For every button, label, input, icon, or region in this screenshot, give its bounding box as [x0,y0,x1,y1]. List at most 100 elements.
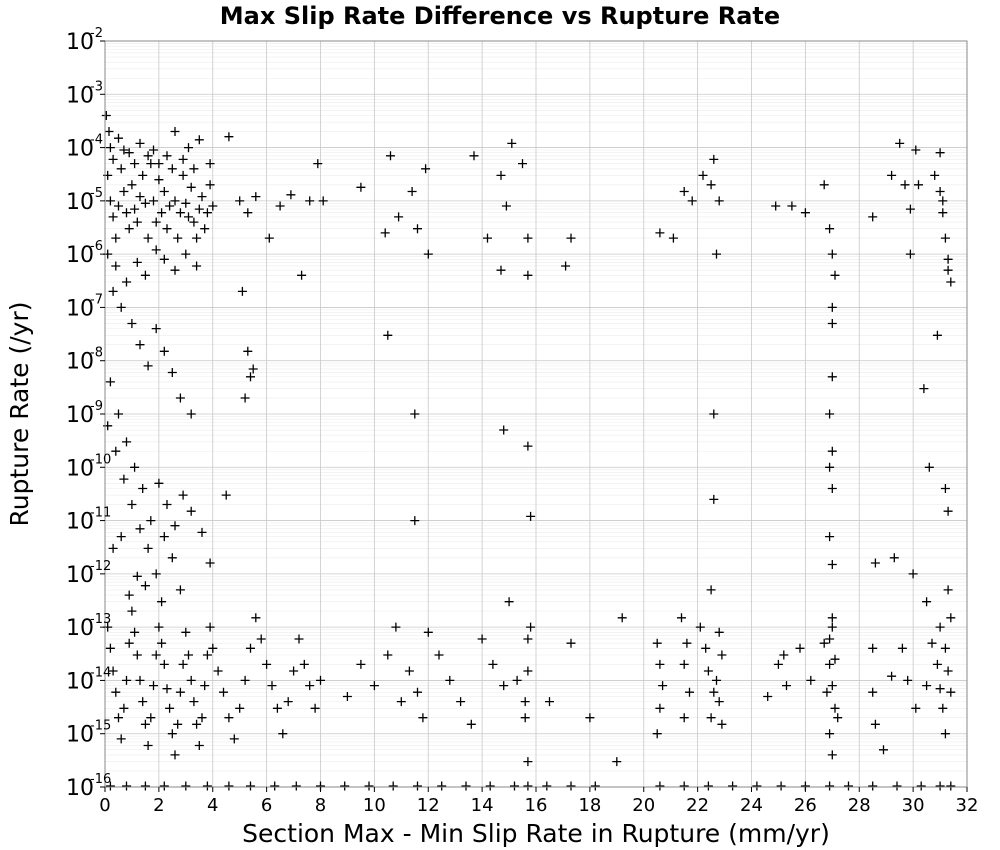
y-tick-label: 10-10 [66,452,111,481]
data-point [146,516,156,526]
data-point [105,143,115,153]
x-tick-label: 10 [363,795,386,816]
data-point [194,741,204,750]
x-tick-label: 4 [207,795,218,816]
data-point [523,781,533,791]
data-point [763,692,773,701]
data-point [140,198,150,208]
data-point [205,558,215,568]
data-point [159,532,169,542]
data-point [184,650,193,660]
data-point [943,666,953,676]
data-point [677,613,686,623]
y-tick-label: 10-13 [66,612,111,641]
data-point [868,212,878,222]
data-point [186,506,196,516]
data-point [655,659,665,669]
data-point [897,643,907,653]
x-tick-label: 2 [153,795,164,816]
data-point [800,208,810,218]
y-tick-exponent: -5 [90,186,103,201]
y-tick-exponent: -4 [90,133,103,148]
data-point [825,462,835,472]
data-point [566,781,576,791]
data-point [189,697,199,707]
data-point [922,597,932,607]
data-point [105,196,115,206]
data-point [159,187,169,196]
data-point [151,650,161,660]
data-point [181,627,191,637]
data-point [827,249,837,259]
data-point [175,393,185,403]
data-point [124,638,134,648]
data-point [496,170,506,180]
data-point [714,627,724,637]
data-point [879,745,888,755]
y-tick-label: 10-11 [66,506,111,535]
data-point [229,734,239,744]
data-point [825,659,835,669]
data-point [418,713,428,723]
data-point [523,441,533,451]
data-point [523,757,533,767]
data-point [251,192,261,202]
data-point [127,500,137,509]
y-tick-base: 10 [66,296,94,321]
data-point [773,659,783,669]
data-point [485,781,495,791]
data-point [413,781,422,791]
x-axis-label: Section Max - Min Slip Rate in Rupture (… [242,819,830,848]
data-point [146,159,156,169]
data-point [717,650,727,660]
y-tick-base: 10 [66,616,94,641]
data-point [943,585,953,595]
data-point [903,675,913,685]
data-point [752,781,762,791]
data-point [146,713,156,723]
data-point [806,675,816,685]
data-point [151,569,161,579]
data-point [167,368,177,377]
data-point [208,643,218,653]
data-point [868,687,878,697]
data-point [545,697,554,707]
data-point [655,781,665,791]
y-tick-exponent: -15 [90,719,111,734]
data-point [149,196,158,206]
data-point [162,500,172,509]
data-point [135,340,145,350]
data-point [159,346,169,356]
data-point [679,713,689,723]
y-tick-label: 10-14 [66,665,111,694]
data-point [833,713,843,723]
data-point [932,659,942,669]
y-tick-label: 10-4 [66,133,103,162]
data-point [138,170,148,180]
data-point [143,233,153,243]
data-point [221,490,231,500]
x-tick-label: 14 [471,795,494,816]
y-tick-base: 10 [66,403,94,428]
data-point [905,204,915,214]
data-point [246,643,255,653]
x-tick-label: 22 [686,795,709,816]
data-point [827,750,837,760]
data-point [943,265,953,275]
data-point [119,474,129,484]
data-point [504,597,514,607]
data-point [167,729,177,739]
y-tick-base: 10 [66,243,94,268]
y-tick-base: 10 [66,30,94,55]
data-point [143,741,153,750]
data-point [140,781,150,791]
data-point [318,196,328,206]
data-point [477,634,487,644]
data-point [771,201,781,211]
data-point [313,159,323,169]
data-point [116,164,126,174]
y-tick-base: 10 [66,510,94,535]
data-point [932,330,942,340]
data-point [523,666,533,676]
data-point [488,659,498,669]
